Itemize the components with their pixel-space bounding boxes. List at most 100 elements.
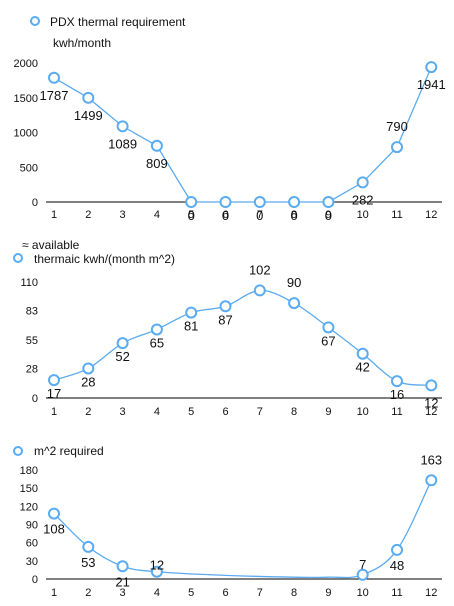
x-tick-label: 10 xyxy=(357,209,369,221)
data-label: 1499 xyxy=(74,108,103,123)
data-label: 17 xyxy=(47,386,61,401)
data-point xyxy=(150,323,163,336)
y-tick-label: 28 xyxy=(26,363,38,375)
data-label: 87 xyxy=(218,312,232,327)
x-tick-label: 11 xyxy=(391,406,402,418)
data-label: 0 xyxy=(222,208,229,223)
chart-available: ≈ available thermaic kwh/(month m^2) 028… xyxy=(13,238,442,418)
data-point xyxy=(356,568,369,581)
data-point xyxy=(150,565,163,578)
data-label: 282 xyxy=(352,192,374,207)
data-label: 0 xyxy=(290,208,297,223)
data-point xyxy=(356,176,369,189)
y-tick-label: 120 xyxy=(20,501,38,513)
data-label: 67 xyxy=(321,333,335,348)
data-point xyxy=(391,141,403,154)
legend-marker xyxy=(30,16,40,26)
data-label: 790 xyxy=(386,119,408,134)
data-point xyxy=(82,362,95,375)
y-tick-label: 2000 xyxy=(14,58,38,70)
y-tick-label: 83 xyxy=(26,305,38,317)
x-tick-label: 10 xyxy=(357,587,369,599)
x-tick-label: 12 xyxy=(425,209,437,221)
x-tick-label: 9 xyxy=(325,209,331,221)
y-tick-label: 500 xyxy=(20,162,38,174)
data-label: 1941 xyxy=(417,77,446,92)
y-tick-label: 0 xyxy=(32,574,38,586)
data-point xyxy=(425,379,438,392)
data-label: 53 xyxy=(81,555,95,570)
data-label: 21 xyxy=(115,574,129,589)
x-tick-label: 1 xyxy=(51,587,57,599)
data-label: 81 xyxy=(184,319,198,334)
legend-marker xyxy=(13,253,23,263)
data-point xyxy=(48,71,60,84)
y-tick-label: 0 xyxy=(32,197,38,209)
series-line xyxy=(53,66,432,203)
data-point xyxy=(150,139,163,152)
x-tick-label: 11 xyxy=(391,209,402,221)
data-label: 12 xyxy=(424,395,438,410)
data-point xyxy=(48,374,60,387)
x-tick-label: 8 xyxy=(291,406,297,418)
x-tick-label: 3 xyxy=(120,406,126,418)
x-tick-label: 7 xyxy=(257,406,263,418)
y-axis-unit: kwh/month xyxy=(53,36,111,50)
x-tick-label: 7 xyxy=(257,209,263,221)
data-label: 1787 xyxy=(40,88,69,103)
x-tick-label: 4 xyxy=(154,406,160,418)
data-point xyxy=(425,474,438,487)
series-line xyxy=(53,289,432,386)
x-tick-label: 12 xyxy=(425,406,437,418)
data-point xyxy=(322,321,335,334)
data-label: 7 xyxy=(359,557,366,572)
y-tick-label: 60 xyxy=(26,538,38,550)
data-point xyxy=(391,543,403,556)
data-point xyxy=(82,540,95,553)
y-tick-label: 110 xyxy=(20,277,38,289)
data-point xyxy=(116,120,129,133)
x-tick-label: 2 xyxy=(85,587,91,599)
y-tick-label: 1000 xyxy=(14,128,38,140)
data-point xyxy=(48,507,60,520)
data-point xyxy=(253,196,266,208)
data-point xyxy=(322,196,335,208)
data-label: 12 xyxy=(150,558,164,573)
data-point xyxy=(116,560,129,573)
x-tick-label: 3 xyxy=(120,209,126,221)
data-point xyxy=(288,196,301,208)
data-label: 90 xyxy=(287,275,301,290)
x-tick-label: 5 xyxy=(188,587,194,599)
x-tick-label: 11 xyxy=(391,587,402,599)
data-label: 28 xyxy=(81,374,95,389)
data-label: 809 xyxy=(146,156,168,171)
y-tick-label: 0 xyxy=(32,393,38,405)
x-tick-label: 9 xyxy=(325,587,331,599)
x-tick-label: 6 xyxy=(222,406,228,418)
y-tick-label: 30 xyxy=(26,556,38,568)
chart-title: ≈ available xyxy=(22,238,80,252)
y-tick-label: 55 xyxy=(26,335,38,347)
data-point xyxy=(185,196,198,208)
x-tick-label: 2 xyxy=(85,209,91,221)
x-tick-label: 10 xyxy=(357,406,369,418)
data-label: 163 xyxy=(420,452,442,467)
data-point xyxy=(116,337,129,350)
y-tick-label: 1500 xyxy=(14,93,38,105)
data-label: 108 xyxy=(43,522,65,537)
y-tick-label: 150 xyxy=(20,483,38,495)
data-label: 1089 xyxy=(108,136,137,151)
x-tick-label: 9 xyxy=(325,406,331,418)
x-tick-label: 2 xyxy=(85,406,91,418)
legend-marker xyxy=(13,446,23,456)
data-point xyxy=(185,306,198,319)
x-tick-label: 7 xyxy=(257,587,263,599)
x-tick-label: 6 xyxy=(222,587,228,599)
y-tick-label: 180 xyxy=(20,465,38,477)
data-point xyxy=(219,196,232,208)
x-tick-label: 6 xyxy=(222,209,228,221)
